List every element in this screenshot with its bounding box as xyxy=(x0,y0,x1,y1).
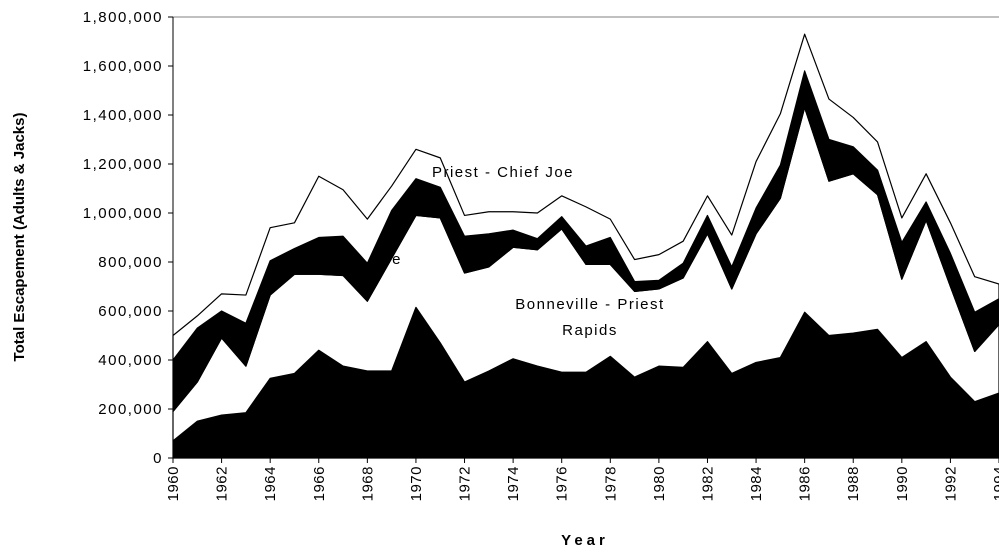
y-tick-label: 400,000 xyxy=(98,352,163,369)
y-tick-label: 800,000 xyxy=(98,254,163,271)
area xyxy=(172,33,999,361)
x-tick-label: 1976 xyxy=(554,466,571,501)
x-tick-label: 1994 xyxy=(991,466,999,501)
x-tick-label: 1974 xyxy=(505,466,522,501)
x-tick-label: 1960 xyxy=(165,466,182,501)
y-tick-label: 600,000 xyxy=(98,303,163,320)
x-tick-label: 1980 xyxy=(651,466,668,501)
annotation: e xyxy=(392,251,402,268)
y-tick-label: 200,000 xyxy=(98,401,163,418)
x-axis-title: Year xyxy=(561,532,609,549)
x-tick-label: 1990 xyxy=(894,466,911,501)
x-tick-label: 1992 xyxy=(942,466,959,501)
y-tick-label: 1,600,000 xyxy=(83,58,163,75)
x-tick-label: 1988 xyxy=(845,466,862,501)
y-tick-label: 1,000,000 xyxy=(83,205,163,222)
x-tick-label: 1968 xyxy=(359,466,376,501)
x-tick-label: 1984 xyxy=(748,466,765,501)
x-tick-label: 1962 xyxy=(214,466,231,501)
annotation: Priest - Chief Joe xyxy=(432,164,574,181)
y-tick-label: 1,200,000 xyxy=(83,156,163,173)
annotation: Rapids xyxy=(562,322,618,339)
x-tick-label: 1966 xyxy=(311,466,328,501)
x-tick-label: 1964 xyxy=(262,466,279,501)
x-tick-label: 1982 xyxy=(699,466,716,501)
y-tick-label: 0 xyxy=(153,450,163,467)
x-tick-label: 1972 xyxy=(457,466,474,501)
x-tick-label: 1986 xyxy=(797,466,814,501)
y-axis-title: Total Escapement (Adults & Jacks) xyxy=(11,113,28,362)
y-tick-label: 1,800,000 xyxy=(83,9,163,26)
x-tick-label: 1970 xyxy=(408,466,425,501)
y-tick-label: 1,400,000 xyxy=(83,107,163,124)
x-tick-label: 1978 xyxy=(602,466,619,501)
annotation: Bonneville - Priest xyxy=(515,296,664,313)
